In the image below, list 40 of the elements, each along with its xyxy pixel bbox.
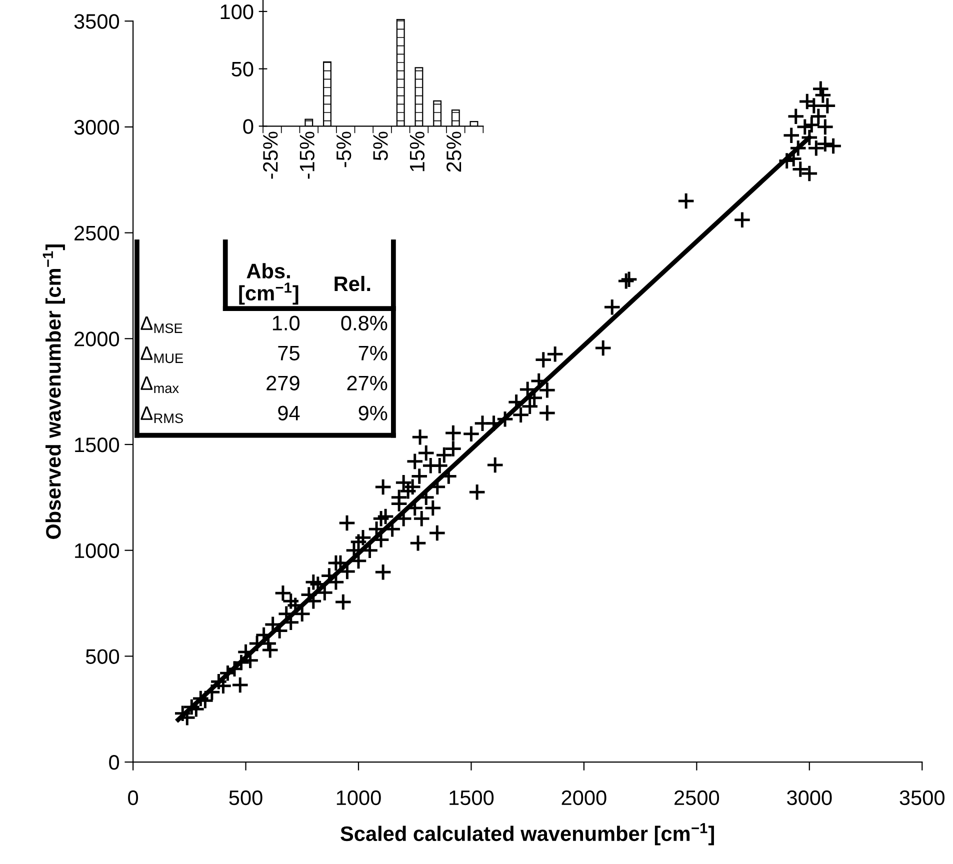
- annotation: Δ$_{max}$: [140, 376, 179, 394]
- annotation: 9%: [358, 406, 388, 420]
- annotation: Rel.: [334, 276, 370, 292]
- y-tick-label: 100: [220, 4, 254, 20]
- annotation: Abs. [cm$^{−1}$]: [239, 263, 298, 305]
- x-tick-label: 2500: [674, 790, 720, 806]
- x-tick-label: 15%: [410, 132, 425, 172]
- annotation: 75: [278, 346, 300, 360]
- x-tick-label: 0: [128, 790, 138, 806]
- x-tick-label: 3000: [787, 790, 832, 806]
- annotation: 27%: [347, 376, 388, 390]
- y-tick-label: 500: [86, 649, 120, 664]
- y-tick-label: 2500: [74, 226, 120, 241]
- x-tick-label: -15%: [300, 132, 314, 179]
- annotation: 0.8%: [341, 316, 388, 330]
- annotation: Δ$_{MSE}$: [140, 316, 182, 334]
- x-tick-label: 2000: [562, 790, 606, 806]
- annotation: 1.0: [272, 316, 300, 330]
- x-tick-label: -5%: [336, 132, 352, 168]
- x-tick-label: 3500: [900, 790, 944, 806]
- annotation: Δ$_{RMS}$: [140, 406, 183, 424]
- x-tick-label: -25%: [263, 132, 278, 179]
- y-tick-label: 2000: [74, 332, 120, 346]
- x-tick-label: 5%: [373, 132, 388, 160]
- y-tick-label: 0: [243, 119, 254, 134]
- x-tick-label: 25%: [446, 132, 462, 172]
- y-tick-label: 1000: [75, 543, 120, 558]
- x-tick-label: 1000: [336, 790, 381, 806]
- y-axis-title: Observed wavenumber [cm$^{−1}$]: [42, 244, 65, 539]
- y-tick-label: 50: [232, 62, 254, 77]
- y-tick-label: 0: [109, 755, 120, 770]
- x-axis-title: Scaled calculated wavenumber [cm$^{−1}$]: [340, 823, 714, 846]
- annotation: 7%: [358, 346, 388, 360]
- y-tick-label: 1500: [75, 437, 120, 452]
- x-tick-label: 1500: [450, 790, 494, 806]
- y-tick-label: 3000: [74, 120, 120, 135]
- annotation: 279: [266, 376, 300, 390]
- annotation: 94: [278, 406, 300, 420]
- y-tick-label: 3500: [74, 14, 120, 29]
- annotation: Δ$_{MUE}$: [140, 346, 183, 364]
